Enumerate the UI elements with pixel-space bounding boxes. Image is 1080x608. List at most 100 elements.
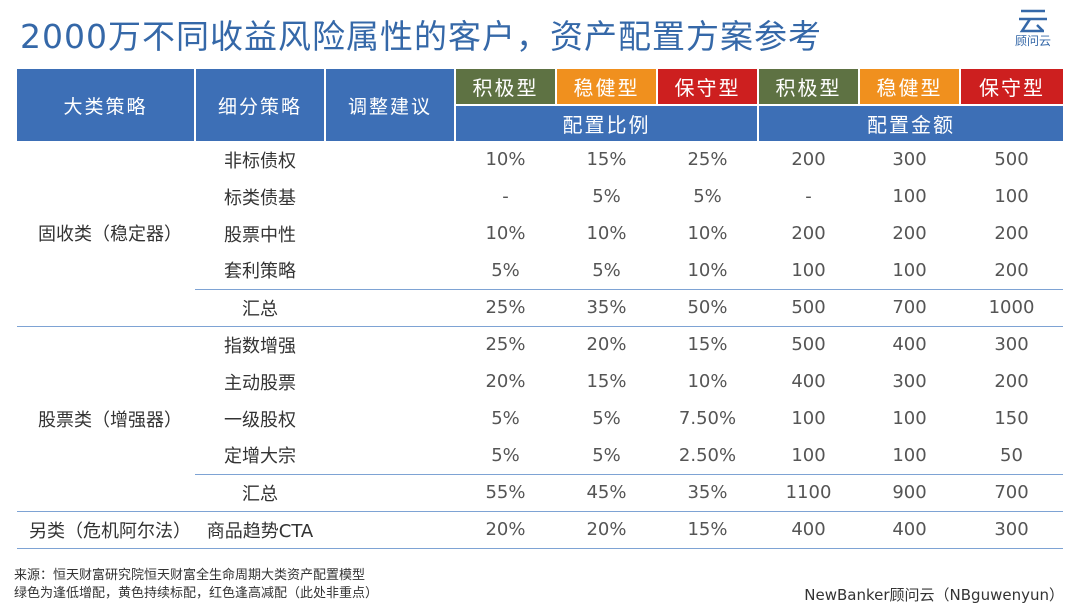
amount-cell: 100 — [892, 444, 927, 466]
ratio-cell: 5% — [592, 259, 621, 281]
ratio-cell: 15% — [586, 371, 627, 392]
ratio-cell: 10% — [687, 371, 728, 392]
ratio-cell: 10% — [485, 149, 526, 170]
substrategy-name: 定增大宗 — [224, 446, 296, 468]
ratio-cell: 20% — [556, 510, 657, 549]
category-label: 股票类（增强器） — [17, 325, 195, 511]
header-category: 大类策略 — [17, 69, 196, 141]
substrategy-name: 非标债权 — [224, 150, 296, 172]
summary-row: 汇总 25% 35% 50% 500 700 1000 — [17, 288, 1063, 326]
amount-cell: 100 — [994, 186, 1029, 207]
ratio-cell: 5% — [592, 186, 621, 207]
amount-cell: 200 — [994, 223, 1029, 244]
footer-source: 来源：恒天财富研究院恒天财富全生命周期大类资产配置模型 — [14, 568, 366, 583]
summary-label: 汇总 — [195, 288, 325, 326]
table-row: 套利策略 5% 5% 10% 100 100 200 — [17, 252, 1063, 289]
ratio-cell: 45% — [556, 473, 657, 511]
ratio-cell: 2.50% — [678, 444, 737, 466]
table-body: 固收类（稳定器） 非标债权 10% 15% 25% 200 300 500 标类债基 - 5% 5% -… — [17, 141, 1063, 549]
allocation-table: 大类策略 细分策略 调整建议 积极型 稳健型 保守型 积极型 稳健型 保守型 配… — [17, 69, 1063, 549]
page-title: 2000万不同收益风险属性的客户，资产配置方案参考 — [20, 17, 822, 56]
footer-notes: 来源：恒天财富研究院恒天财富全生命周期大类资产配置模型 绿色为逢低增配，黄色持续… — [14, 567, 378, 603]
footer-credit: NewBanker顾问云（NBguwenyun） — [804, 586, 1064, 604]
ratio-cell: 15% — [657, 325, 758, 363]
adjust-cell — [325, 215, 455, 252]
adjust-cell — [325, 437, 455, 474]
header-amount-conservative: 保守型 — [960, 69, 1063, 106]
ratio-cell: 55% — [455, 473, 556, 511]
header-group-amount: 配置金额 — [758, 105, 1063, 141]
table-row: 一级股权 5% 5% 7.50% 100 100 150 — [17, 400, 1063, 437]
amount-cell: 200 — [994, 371, 1029, 392]
header-amount-aggressive: 积极型 — [758, 69, 860, 106]
amount-cell: 100 — [791, 444, 826, 466]
amount-cell: 400 — [758, 510, 859, 549]
amount-cell: 700 — [859, 288, 960, 326]
amount-cell: 100 — [892, 186, 927, 207]
table-row: 定增大宗 5% 5% 2.50% 100 100 50 — [17, 437, 1063, 474]
ratio-cell: 10% — [586, 223, 627, 244]
header-group-ratio: 配置比例 — [455, 105, 759, 141]
adjust-cell — [325, 400, 455, 437]
ratio-cell: 20% — [455, 510, 556, 549]
header-ratio-balanced: 稳健型 — [556, 69, 658, 106]
amount-cell: 400 — [859, 325, 960, 363]
header-adjust: 调整建议 — [325, 69, 456, 141]
amount-cell: 100 — [791, 259, 826, 281]
summary-row: 汇总 55% 45% 35% 1100 900 700 — [17, 473, 1063, 511]
header-substrategy: 细分策略 — [195, 69, 326, 141]
amount-cell: 700 — [960, 473, 1063, 511]
amount-cell: 300 — [960, 325, 1063, 363]
table-row: 股票类（增强器） 指数增强 25% 20% 15% 500 400 300 — [17, 325, 1063, 511]
header-ratio-aggressive: 积极型 — [455, 69, 557, 106]
ratio-cell: 5% — [592, 408, 621, 429]
amount-cell: 300 — [892, 149, 927, 170]
amount-cell: 200 — [791, 149, 826, 170]
amount-cell: 100 — [791, 408, 826, 429]
ratio-cell: 5% — [693, 186, 722, 207]
amount-cell: 400 — [859, 510, 960, 549]
adjust-cell — [325, 288, 455, 326]
summary-label: 汇总 — [195, 473, 325, 511]
brand-logo: 顾问云 — [1008, 8, 1058, 48]
table-row: 固收类（稳定器） 非标债权 10% 15% 25% 200 300 500 — [17, 141, 1063, 245]
adjust-cell — [325, 510, 455, 549]
table-row: 标类债基 - 5% 5% - 100 100 — [17, 178, 1063, 215]
amount-cell: 300 — [960, 510, 1063, 549]
table-row: 另类（危机阿尔法） 商品趋势CTA 20% 20% 15% 400 400 300 — [17, 510, 1063, 549]
category-label: 另类（危机阿尔法） — [17, 510, 195, 549]
substrategy-name: 主动股票 — [224, 372, 296, 394]
header-amount-balanced: 稳健型 — [859, 69, 961, 106]
amount-cell: 900 — [859, 473, 960, 511]
amount-cell: 500 — [758, 325, 859, 363]
substrategy-name: 指数增强 — [195, 325, 325, 363]
ratio-cell: 5% — [592, 444, 621, 466]
table-row: 股票中性 10% 10% 10% 200 200 200 — [17, 215, 1063, 252]
amount-cell: 50 — [1000, 444, 1023, 466]
adjust-cell — [325, 325, 455, 363]
ratio-cell: 15% — [657, 510, 758, 549]
amount-cell: 400 — [791, 371, 826, 392]
amount-cell: 150 — [994, 408, 1029, 429]
adjust-cell — [325, 252, 455, 289]
amount-cell: 500 — [758, 288, 859, 326]
guwenyun-logo-icon — [1019, 9, 1047, 33]
adjust-cell — [325, 363, 455, 400]
ratio-cell: 10% — [485, 223, 526, 244]
ratio-cell: 10% — [687, 223, 728, 244]
adjust-cell — [325, 178, 455, 215]
substrategy-name: 套利策略 — [224, 261, 296, 283]
substrategy-name: 标类债基 — [224, 187, 296, 209]
ratio-cell: 5% — [491, 408, 520, 429]
ratio-cell: 20% — [556, 325, 657, 363]
logo-text: 顾问云 — [1014, 34, 1051, 48]
amount-cell: 300 — [892, 371, 927, 392]
ratio-cell: 25% — [455, 325, 556, 363]
amount-cell: - — [805, 186, 812, 207]
amount-cell: 200 — [994, 259, 1029, 281]
category-label: 固收类（稳定器） — [38, 224, 182, 246]
ratio-cell: 5% — [491, 444, 520, 466]
amount-cell: 1000 — [960, 288, 1063, 326]
header-ratio-conservative: 保守型 — [657, 69, 759, 106]
ratio-cell: 25% — [455, 288, 556, 326]
